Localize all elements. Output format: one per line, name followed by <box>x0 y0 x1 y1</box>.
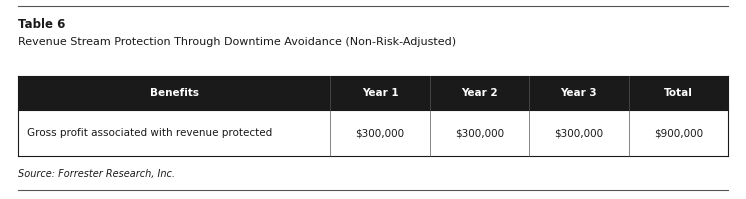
Text: Source: Forrester Research, Inc.: Source: Forrester Research, Inc. <box>18 169 175 179</box>
Text: Total: Total <box>664 88 693 98</box>
Text: Year 3: Year 3 <box>560 88 598 98</box>
Text: $300,000: $300,000 <box>455 128 504 138</box>
Text: $900,000: $900,000 <box>653 128 703 138</box>
Text: $300,000: $300,000 <box>554 128 604 138</box>
Text: Revenue Stream Protection Through Downtime Avoidance (Non-Risk-Adjusted): Revenue Stream Protection Through Downti… <box>18 37 456 47</box>
Bar <box>18 110 728 156</box>
Text: Table 6: Table 6 <box>18 18 66 30</box>
Bar <box>18 76 728 110</box>
Text: Gross profit associated with revenue protected: Gross profit associated with revenue pro… <box>27 128 272 138</box>
Text: Year 1: Year 1 <box>362 88 398 98</box>
Text: Benefits: Benefits <box>150 88 198 98</box>
Text: Year 2: Year 2 <box>461 88 498 98</box>
Text: $300,000: $300,000 <box>356 128 404 138</box>
